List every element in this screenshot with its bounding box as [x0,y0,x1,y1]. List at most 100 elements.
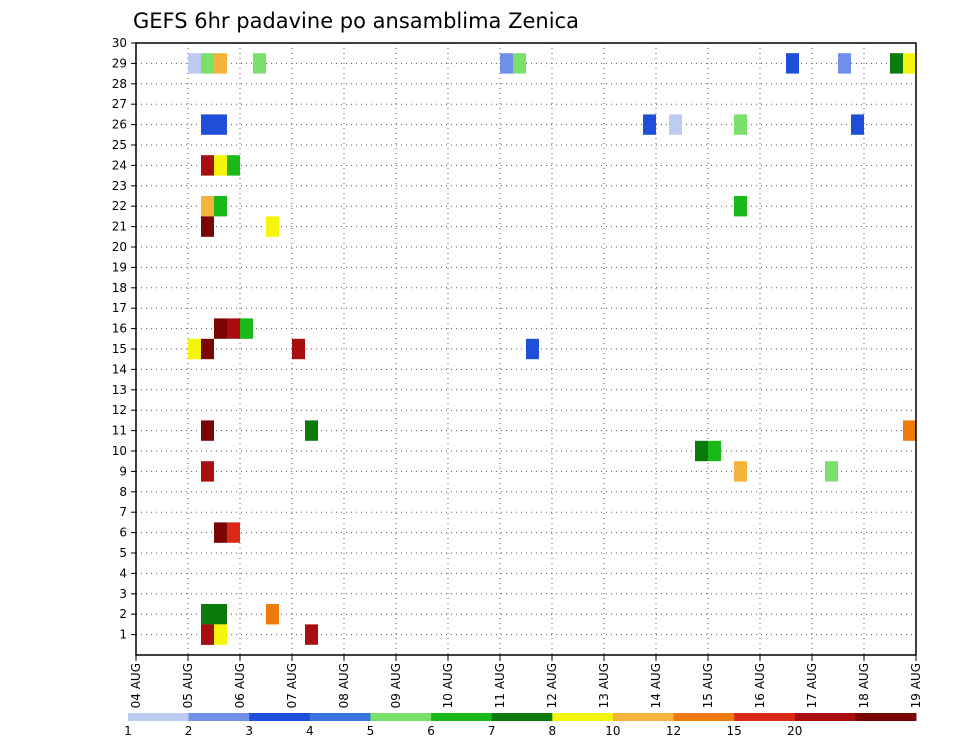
y-tick-label: 9 [119,464,127,478]
colorbar-label: 5 [367,724,375,738]
heatmap-cell [214,318,227,339]
heatmap-cell [201,155,214,176]
x-tick-label: 13 AUG [597,663,611,708]
x-tick-label: 12 AUG [545,663,559,708]
x-tick-label: 19 AUG [909,663,923,708]
colorbar-segment [309,713,371,721]
colorbar-label: 20 [787,724,802,738]
y-tick-label: 22 [112,199,127,213]
y-tick-label: 5 [119,546,127,560]
colorbar-segment [552,713,614,721]
y-tick-label: 4 [119,566,127,580]
y-tick-label: 8 [119,485,127,499]
heatmap-cell [201,338,214,360]
heatmap-cell [214,114,227,135]
heatmap-cell [227,155,240,176]
x-tick-label: 15 AUG [701,663,715,708]
heatmap-cell [188,53,201,74]
colorbar-segment [855,713,917,721]
x-tick-label: 18 AUG [857,663,871,708]
heatmap-cell [851,114,864,135]
colorbar: 1 2 3 4 5 6 7 8 10 12 15 20 [124,713,917,738]
heatmap-cell [188,338,201,360]
colorbar-label: 15 [727,724,742,738]
heatmap-cell [201,420,214,441]
colorbar-segment [370,713,432,721]
colorbar-label: 10 [605,724,620,738]
heatmap-cell [214,624,227,645]
x-tick-label: 11 AUG [493,663,507,708]
heatmap-cell [266,216,279,237]
colorbar-segment [188,713,250,721]
heatmap-cell [838,53,851,74]
y-tick-label: 17 [112,301,127,315]
heatmap-cell [305,624,318,645]
heatmap-cell [201,624,214,645]
heatmap-cell [695,440,708,462]
heatmap-cell [201,196,214,217]
heatmap-cell [227,522,240,543]
heatmap-cell [214,522,227,543]
heatmap-cell [214,155,227,176]
heatmap-cell [201,53,214,74]
y-tick-label: 18 [112,281,127,295]
colorbar-label: 4 [306,724,314,738]
y-tick-label: 19 [112,260,127,274]
y-tick-label: 28 [112,77,127,91]
heatmap-cell [903,53,916,74]
y-tick-label: 16 [112,322,127,336]
x-tick-label: 08 AUG [337,663,351,708]
y-tick-label: 14 [112,362,127,376]
heatmap-cell [201,604,214,625]
heatmap-cell [825,461,838,482]
y-tick-label: 12 [112,403,127,417]
x-tick-label: 09 AUG [389,663,403,708]
heatmap-cell [214,196,227,217]
y-tick-label: 15 [112,342,127,356]
y-tick-label: 7 [119,505,127,519]
colorbar-segment [128,713,190,721]
heatmap-cell [734,461,747,482]
colorbar-segment [734,713,796,721]
heatmap-cell [201,461,214,482]
colorbar-label: 2 [185,724,193,738]
heatmap-cell [240,318,253,339]
x-tick-label: 14 AUG [649,663,663,708]
y-tick-label: 3 [119,587,127,601]
colorbar-label: 8 [548,724,556,738]
colorbar-segment [612,713,675,721]
heatmap-cell [266,604,279,625]
heatmap-cell [201,216,214,237]
x-axis: 04 AUG 05 AUG 06 AUG 07 AUG 08 AUG 09 AUG 10 A… [129,655,923,708]
colorbar-label: 12 [666,724,681,738]
colorbar-segment [794,713,856,721]
heatmap-cell [734,196,747,217]
heatmap-cell [214,53,227,74]
heatmap-cell [253,53,266,74]
heatmap-cell [201,114,214,135]
heatmap-cell [708,440,721,462]
y-tick-label: 27 [112,97,127,111]
colorbar-label: 6 [427,724,435,738]
colorbar-segment [431,713,493,721]
colorbar-label: 1 [124,724,132,738]
colorbar-segment [249,713,311,721]
heatmap-cell [500,53,513,74]
heatmap-cell [227,318,240,339]
x-tick-label: 07 AUG [285,663,299,708]
heatmap-cell [526,338,539,360]
x-tick-label: 06 AUG [233,663,247,708]
heatmap-cell [643,114,656,135]
x-tick-label: 04 AUG [129,663,143,708]
heatmap-cell [734,114,747,135]
heatmap-cell [786,53,799,74]
heatmap-cell [292,338,305,360]
y-tick-label: 29 [112,56,127,70]
y-tick-label: 2 [119,607,127,621]
y-tick-label: 13 [112,383,127,397]
chart-title: GEFS 6hr padavine po ansamblima Zenica [133,9,579,33]
colorbar-segment [491,713,553,721]
colorbar-label: 7 [488,724,496,738]
x-tick-label: 16 AUG [753,663,767,708]
